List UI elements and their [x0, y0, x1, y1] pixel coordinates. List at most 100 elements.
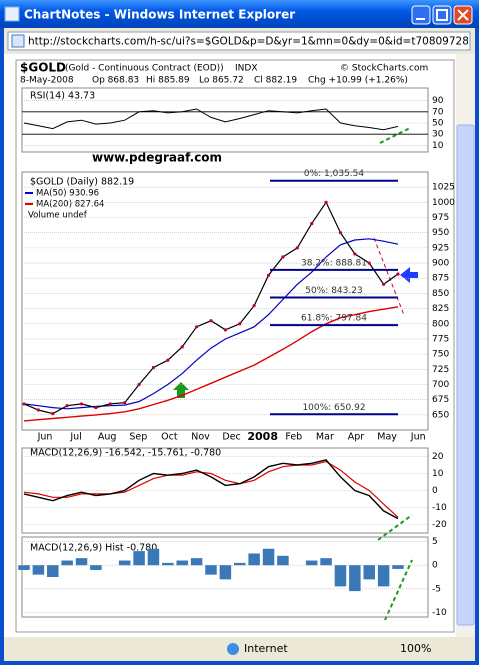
price-point	[108, 402, 112, 406]
price-point	[238, 322, 242, 326]
price-point	[137, 382, 141, 387]
y-tick-label: 90	[432, 96, 444, 106]
x-tick-label: Oct	[161, 432, 178, 443]
quote-high: Hi 885.89	[146, 76, 190, 86]
fib-label: 38.2%: 888.81	[301, 258, 367, 268]
address-field[interactable]	[7, 31, 471, 51]
price-point	[51, 412, 55, 416]
hist-bar	[162, 562, 174, 566]
x-tick-label: Dec	[222, 432, 240, 443]
y-tick-label: 750	[432, 350, 449, 360]
y-tick-label: 900	[432, 259, 449, 269]
panel	[21, 536, 429, 618]
y-tick-label: 800	[432, 319, 449, 329]
y-tick-label: 1000	[432, 198, 455, 208]
y-tick-label: 775	[432, 334, 449, 344]
price-point	[367, 261, 371, 265]
y-tick-label: 725	[432, 365, 449, 375]
hist-bar	[18, 565, 30, 570]
price-point	[123, 401, 127, 405]
hist-bar	[47, 565, 59, 577]
price-point	[180, 345, 184, 349]
hist-bar	[262, 548, 275, 566]
quote-date: 8-May-2008	[20, 76, 74, 86]
y-tick-label: 650	[432, 410, 449, 420]
price-point	[151, 365, 156, 370]
y-tick-label: 825	[432, 304, 449, 314]
hist-bar	[61, 560, 73, 566]
hist-bar	[176, 560, 188, 566]
y-tick-label: 10	[432, 469, 444, 479]
panel	[21, 171, 429, 431]
price-point	[94, 405, 98, 410]
price-point	[353, 252, 357, 256]
x-tick-label: Apr	[348, 432, 365, 443]
hist-bar	[32, 565, 45, 575]
hist-bar	[118, 560, 131, 566]
x-tick-label: Mar	[316, 432, 334, 443]
x-tick-label: Nov	[191, 432, 210, 443]
status-bar	[4, 637, 475, 661]
y-tick-label: -10	[432, 608, 447, 618]
volume-legend: Volume undef	[28, 211, 88, 221]
x-tick-label: Jun	[410, 432, 426, 443]
y-tick-label: 20	[432, 452, 444, 462]
y-tick-label: 975	[432, 213, 449, 223]
price-point	[324, 200, 328, 204]
hist-bar	[334, 565, 347, 587]
hist-bar	[248, 553, 260, 566]
hist-bar	[147, 548, 160, 566]
price-point	[281, 255, 285, 259]
quote-change: Chg +10.99 (+1.26%)	[308, 76, 408, 86]
hist-bar	[190, 558, 203, 566]
price-point	[295, 246, 299, 250]
stock-chart: $GOLD (Gold - Continuous Contract (EOD))…	[15, 59, 455, 633]
ma200-line	[23, 306, 399, 422]
y-tick-label: 675	[432, 395, 449, 405]
panel	[21, 87, 429, 153]
hist-bar	[234, 562, 246, 566]
hist-bar	[320, 558, 332, 566]
price-point	[310, 221, 314, 226]
price-point	[209, 319, 213, 323]
quote-open: Op 868.83	[92, 76, 139, 86]
y-tick-label: 0	[432, 486, 438, 496]
window-button-glyphs	[416, 9, 469, 21]
price-point	[195, 325, 199, 329]
ma50-legend: MA(50) 930.96	[36, 189, 99, 199]
trend-dashes	[377, 127, 413, 621]
minimize-button[interactable]	[411, 5, 431, 25]
symbol-name: (Gold - Continuous Contract (EOD))	[65, 64, 224, 74]
y-tick-label: 50	[432, 119, 444, 129]
hist-bar	[90, 565, 102, 570]
hist-bar	[305, 560, 318, 566]
hist-bar	[277, 555, 289, 566]
price-point	[65, 404, 69, 408]
x-tick-label: Feb	[285, 432, 302, 443]
page-icon	[11, 34, 25, 48]
y-tick-label: 5	[432, 537, 438, 547]
y-tick-label: 850	[432, 289, 449, 299]
y-tick-label: 700	[432, 380, 449, 390]
x-tick-label: 2008	[247, 430, 278, 443]
hist-bar	[133, 551, 145, 566]
hist-bar	[377, 565, 390, 587]
price-point	[396, 272, 400, 276]
x-tick-label: Jun	[37, 432, 53, 443]
maximize-button[interactable]	[432, 5, 452, 25]
y-tick-label: 950	[432, 228, 449, 238]
hist-bar	[205, 565, 217, 575]
url-clip: http://stockcharts.com/h-sc/ui?s=$GOLD&p…	[28, 36, 468, 48]
price-point	[166, 358, 170, 362]
y-tick-label: -5	[432, 584, 441, 594]
ma50-line	[23, 238, 399, 410]
window-title: ChartNotes - Windows Internet Explorer	[24, 8, 295, 22]
app-icon	[4, 6, 20, 22]
quote-close: Cl 882.19	[254, 76, 297, 86]
x-tick-label: Jul	[69, 432, 81, 443]
rsi-line	[23, 108, 399, 131]
scroll-thumb[interactable]	[456, 124, 475, 626]
y-tick-label: 875	[432, 274, 449, 284]
fib-label: 0%: 1,035.54	[304, 169, 365, 179]
exchange: INDX	[235, 64, 257, 74]
